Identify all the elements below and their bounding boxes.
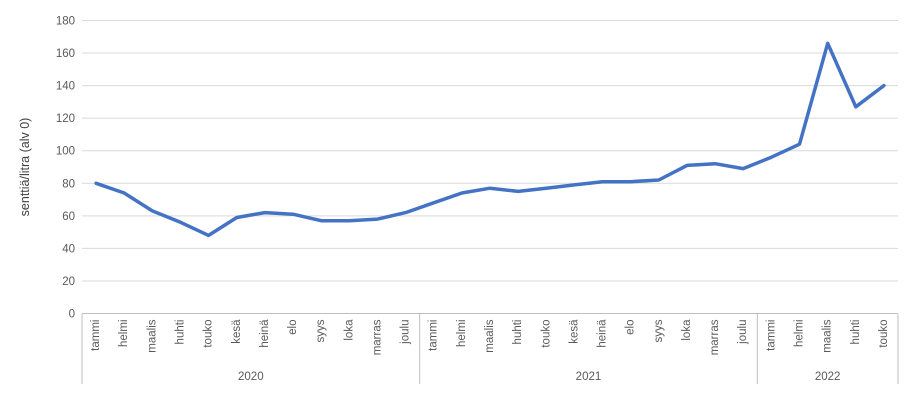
y-axis-tick-label: 140 (56, 81, 75, 93)
x-axis-month-label: marras (371, 319, 383, 355)
price-line-series (94, 41, 886, 238)
x-axis-month-label: kesä (568, 319, 580, 344)
y-axis-tick-label: 100 (56, 146, 75, 158)
y-axis-tick-label: 160 (56, 48, 75, 60)
x-axis-month-label: heinä (597, 319, 609, 348)
x-axis-month-label: marras (709, 319, 721, 355)
y-axis-tick-label: 40 (62, 243, 75, 255)
x-axis-month-label: joulu (737, 320, 749, 345)
x-axis-month-label: huhti (850, 320, 862, 345)
x-axis-month-label: syys (315, 319, 327, 342)
x-axis-month-label: loka (343, 319, 355, 341)
x-axis-month-label: syys (653, 319, 665, 342)
x-axis-month-label: tammi (428, 320, 440, 351)
x-axis-month-label: maalis (146, 319, 158, 352)
x-axis-month-label: helmi (794, 320, 806, 347)
x-axis-year-label: 2021 (576, 371, 602, 383)
y-axis-tick-label: 60 (62, 211, 75, 223)
x-axis-month-label: helmi (456, 320, 468, 347)
x-axis-month-label: huhti (512, 320, 524, 345)
x-axis-month-label: maalis (484, 319, 496, 352)
y-axis-tick-label: 80 (62, 178, 75, 190)
x-axis-month-label: loka (681, 319, 693, 341)
x-axis-month-label: heinä (259, 319, 271, 348)
y-axis-tick-label: 0 (69, 309, 75, 321)
x-axis-month-label: touko (878, 320, 890, 348)
x-axis-month-label: tammi (765, 320, 777, 351)
x-axis-month-label: kesä (231, 319, 243, 344)
x-axis-month-label: helmi (118, 320, 130, 347)
x-axis-month-label: elo (625, 320, 637, 335)
y-axis-tick-label: 20 (62, 276, 75, 288)
x-axis-year-label: 2022 (815, 371, 841, 383)
y-axis-tick-label: 120 (56, 113, 75, 125)
x-axis-month-label: huhti (174, 320, 186, 345)
x-axis-month-label: touko (540, 320, 552, 348)
x-axis-month-label: elo (287, 320, 299, 335)
x-axis-month-label: maalis (822, 319, 834, 352)
x-axis-year-label: 2020 (238, 371, 264, 383)
x-axis-month-label: touko (203, 320, 215, 348)
x-axis-month-label: tammi (90, 320, 102, 351)
x-axis-month-label: joulu (400, 320, 412, 345)
y-axis-tick-label: 180 (56, 16, 75, 28)
